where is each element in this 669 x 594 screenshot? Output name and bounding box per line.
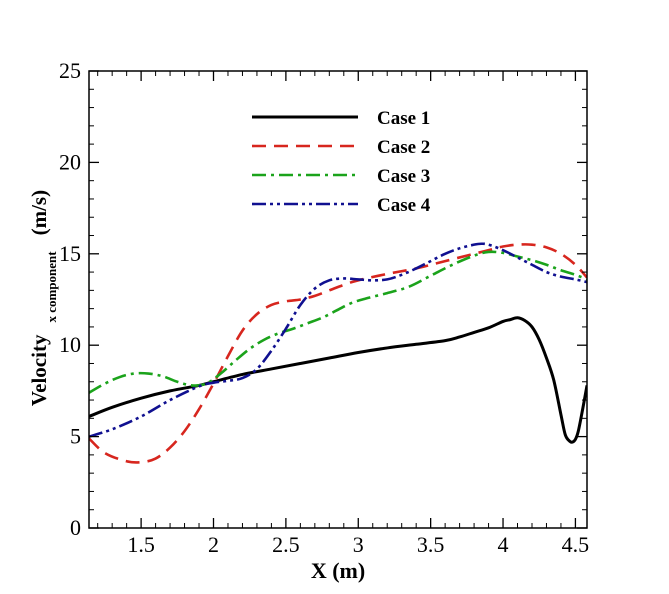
series-line-case-2	[89, 243, 587, 464]
x-tick-label: 2.5	[272, 532, 300, 557]
x-tick-label: 1.5	[127, 532, 155, 557]
x-tick-label: 4.5	[562, 532, 590, 557]
x-tick-label: 2	[208, 532, 219, 557]
y-tick-label: 25	[59, 58, 81, 83]
legend-item-case-4: Case 4	[252, 195, 431, 216]
y-tick-label: 15	[59, 241, 81, 266]
legend-item-case-2: Case 2	[252, 137, 430, 158]
legend-item-case-3: Case 3	[252, 166, 430, 187]
y-tick-label: 20	[59, 149, 81, 174]
svg-text:Velocity x component: Velocity x component (m/s)	[27, 190, 60, 406]
series-line-case-1	[89, 316, 587, 444]
ticks-layer: 1.5 2 2.5 3 3.5 4 4.5 0 5 10 15 20 25	[59, 58, 589, 557]
legend-label: Case 3	[377, 166, 430, 187]
series-layer	[89, 242, 587, 464]
legend-item-case-1: Case 1	[252, 108, 430, 129]
y-tick-label: 0	[70, 515, 81, 540]
plot-frame	[88, 70, 588, 529]
y-tick-label: 10	[59, 332, 81, 357]
y-axis-title-subscript: x component	[44, 251, 59, 323]
legend-label: Case 4	[377, 195, 431, 216]
x-tick-label: 3.5	[417, 532, 445, 557]
legend: Case 1 Case 2 Case 3 Case 4	[252, 108, 431, 216]
legend-label: Case 1	[377, 108, 430, 129]
y-axis-title-main: Velocity	[27, 334, 51, 406]
y-axis-title: Velocity x component (m/s)	[27, 190, 60, 406]
series-line-case-4	[89, 242, 587, 438]
x-axis-title: X (m)	[311, 558, 365, 583]
x-tick-label: 4	[498, 532, 509, 557]
legend-label: Case 2	[377, 137, 430, 158]
y-axis-title-unit: (m/s)	[27, 190, 51, 236]
y-tick-label: 5	[70, 424, 81, 449]
x-tick-label: 3	[353, 532, 364, 557]
